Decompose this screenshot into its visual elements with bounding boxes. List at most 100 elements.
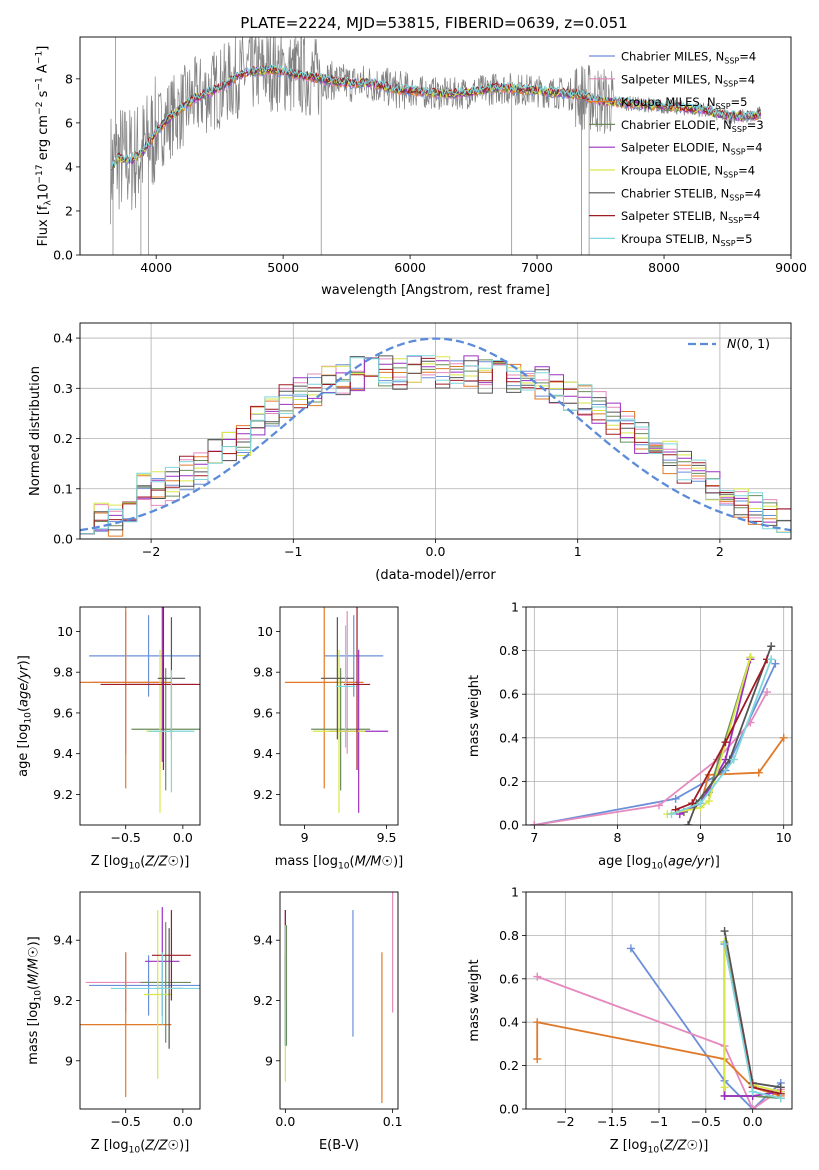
x-tick-label: −0.5 xyxy=(111,1114,141,1129)
label-part: ( xyxy=(140,1138,145,1153)
label-part: Z/Z☉ xyxy=(663,1138,698,1153)
x-tick-label: 2 xyxy=(716,544,724,559)
label-part: age [log xyxy=(16,724,31,777)
x-axis-label: Z [log10(Z/Z☉)] xyxy=(610,1138,709,1155)
y-tick-label: 9.8 xyxy=(253,665,273,680)
x-tick-label: −1 xyxy=(650,1114,668,1129)
y-tick-label: 9.6 xyxy=(253,705,273,720)
label-part: 10 xyxy=(33,990,43,1002)
legend-label: Kroupa MILES, N xyxy=(621,95,716,109)
y-tick-label: 9.4 xyxy=(53,933,73,948)
data-point-marker xyxy=(530,821,539,825)
y-axis-label: Normed distribution xyxy=(28,366,43,496)
legend-sub: SSP xyxy=(724,57,739,66)
label-part: M/M☉ xyxy=(355,854,393,869)
x-tick-label: 7000 xyxy=(521,260,553,275)
y-tick-label: 1 xyxy=(511,600,519,615)
label-part: mass [log xyxy=(26,1002,41,1065)
data-point-marker xyxy=(704,797,713,806)
x-axis-label: Z [log10(Z/Z☉)] xyxy=(91,854,190,871)
mass-weight-line xyxy=(675,658,768,811)
x-tick-label: 0.0 xyxy=(743,1114,763,1129)
y-tick-label: 9.6 xyxy=(53,705,73,720)
legend-sub: SSP xyxy=(731,148,746,157)
label-part: 10 xyxy=(23,712,33,724)
data-point-marker xyxy=(763,688,772,697)
x-tick-label: −0.5 xyxy=(111,830,141,845)
label-part: s xyxy=(36,90,51,101)
label-part: )] xyxy=(26,936,41,946)
x-tick-label: 0.0 xyxy=(173,830,193,845)
legend-symbol: N xyxy=(727,336,737,351)
y-axis-label: Flux [fλ10−17 erg cm−2 s−1 A−1] xyxy=(34,46,53,247)
axes-frame xyxy=(79,36,792,256)
label-part: −1 xyxy=(34,51,44,64)
legend-sub: SSP xyxy=(716,102,731,111)
label-part: 10 xyxy=(129,861,141,871)
label-part: ] xyxy=(35,46,50,51)
label-part: 10 xyxy=(648,1145,660,1155)
label-part: ( xyxy=(350,854,355,869)
data-point-marker xyxy=(720,940,729,949)
label-part: )] xyxy=(698,1138,708,1153)
legend-sub: SSP xyxy=(723,79,738,88)
y-tick-label: 9.2 xyxy=(53,787,73,802)
legend-entry: Chabrier ELODIE, NSSP=3 xyxy=(621,118,764,134)
y-tick-label: 9 xyxy=(65,1053,73,1068)
legend-tail: =4 xyxy=(738,72,755,86)
label-part: )] xyxy=(393,854,403,869)
y-tick-label: 4 xyxy=(65,159,73,174)
data-point-marker xyxy=(533,1055,542,1064)
x-tick-label: 7 xyxy=(530,830,538,845)
label-part: λ xyxy=(43,200,53,206)
panel-spectrum: 4000 5000 6000 7000 8000 9000 0.0 2 4 6 8 wavelengt… xyxy=(34,36,807,298)
x-tick-label: 4000 xyxy=(140,260,172,275)
label-part: Z [log xyxy=(91,1138,129,1153)
mass-weight-line xyxy=(630,947,782,1109)
legend-entry: N(0, 1) xyxy=(727,336,770,351)
x-tick-label: −1.5 xyxy=(597,1114,627,1129)
legend-entry: Salpeter STELIB, NSSP=4 xyxy=(621,209,760,225)
label-part: −1 xyxy=(35,77,45,90)
label-part: Z/Z☉ xyxy=(144,854,179,869)
label-part: )] xyxy=(179,854,189,869)
mass-weight-line xyxy=(667,656,752,815)
y-tick-label: 10 xyxy=(57,624,73,639)
legend-label: Salpeter ELODIE, N xyxy=(621,141,731,155)
data-point-marker xyxy=(746,653,755,662)
y-tick-label: 0.0 xyxy=(53,248,73,263)
x-axis-label: wavelength [Angstrom, rest frame] xyxy=(321,283,550,298)
label-part: age/yr xyxy=(16,664,31,707)
label-part: Z/Z☉ xyxy=(144,1138,179,1153)
x-tick-label: 0.0 xyxy=(426,544,446,559)
model-spectrum-line xyxy=(111,64,761,170)
axes-frame xyxy=(79,606,201,826)
x-tick-label: 5000 xyxy=(267,260,299,275)
legend-sub: SSP xyxy=(728,216,743,225)
panel-residual-hist: −2 −1 0.0 1 2 0.0 0.1 0.2 0.3 0.4 (data-model)/err… xyxy=(28,322,792,583)
data-point-marker xyxy=(748,1087,757,1096)
legend-entry: Salpeter ELODIE, NSSP=4 xyxy=(621,141,763,157)
label-part: ( xyxy=(663,854,668,869)
label-part: −17 xyxy=(35,164,45,183)
plot-area xyxy=(110,37,761,255)
label-part: Flux [f xyxy=(36,205,51,246)
x-tick-label: 9.5 xyxy=(377,830,397,845)
plot-area xyxy=(530,642,788,825)
legend-label: Chabrier ELODIE, N xyxy=(621,118,732,132)
label-part: ( xyxy=(140,854,145,869)
y-tick-label: 0.2 xyxy=(53,431,73,446)
y-tick-label: 6 xyxy=(65,115,73,130)
legend: N(0, 1) xyxy=(688,336,770,351)
y-tick-label: 9 xyxy=(265,1053,273,1068)
data-point-marker xyxy=(721,738,730,747)
label-part: ( xyxy=(659,1138,664,1153)
data-point-marker xyxy=(754,768,763,777)
x-axis-label: Z [log10(Z/Z☉)] xyxy=(91,1138,190,1155)
mass-weight-line xyxy=(671,658,773,815)
data-point-marker xyxy=(748,1105,757,1109)
y-tick-label: 9.2 xyxy=(253,787,273,802)
legend-tail: =3 xyxy=(747,118,764,132)
y-tick-label: 0.0 xyxy=(499,1102,519,1117)
